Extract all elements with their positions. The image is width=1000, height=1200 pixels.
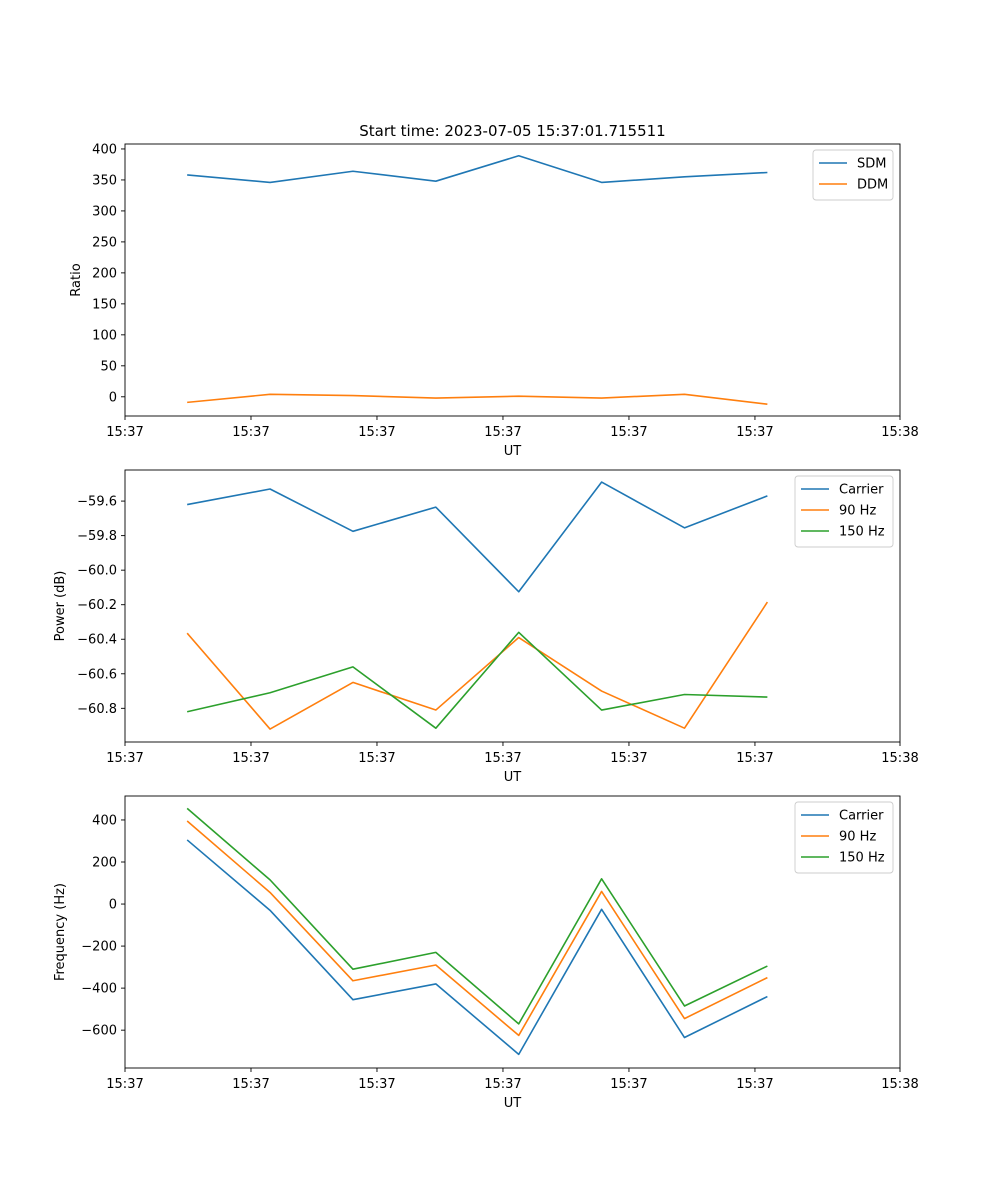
plot-frame — [124, 143, 901, 417]
chart-title: Start time: 2023-07-05 15:37:01.715511 — [359, 122, 665, 140]
y-tick-label: −59.6 — [77, 495, 117, 510]
series-line-sdm — [187, 154, 768, 184]
legend-label: 150 Hz — [839, 851, 885, 866]
x-tick-label: 15:38 — [881, 425, 918, 440]
x-tick-label: 15:37 — [106, 425, 143, 440]
y-tick-label: 400 — [92, 142, 117, 157]
series-line-carrier — [186, 839, 768, 1056]
x-tick-label: 15:37 — [610, 1077, 647, 1092]
x-tick-label: 15:37 — [736, 425, 773, 440]
y-tick-label: −60.2 — [77, 598, 117, 613]
y-tick-label: 250 — [92, 235, 117, 250]
legend: Carrier 90 Hz 150 Hz — [794, 475, 894, 548]
x-tick-label: 15:37 — [358, 751, 395, 766]
legend-label: Carrier — [839, 809, 884, 824]
x-tick-label: 15:37 — [610, 751, 647, 766]
x-tick-label: 15:37 — [106, 1077, 143, 1092]
y-tick-label: −59.8 — [77, 529, 117, 544]
legend: Carrier 90 Hz 150 Hz — [794, 801, 894, 874]
x-axis-label: UT — [504, 1096, 522, 1111]
legend-label: Carrier — [839, 483, 884, 498]
series-line-carrier — [187, 481, 768, 593]
legend: SDM DDM — [812, 149, 894, 201]
chart-panel-3: 15:37 15:37 15:37 15:37 15:37 15:37 15:38 UT −60… — [53, 795, 919, 1111]
series-line-90-hz — [186, 820, 768, 1037]
y-axis-label: Ratio — [69, 263, 84, 296]
y-tick-label: −60.6 — [77, 667, 117, 682]
y-axis-label: Frequency (Hz) — [53, 883, 68, 981]
legend-label: 90 Hz — [839, 830, 876, 845]
series-line-150-hz — [186, 631, 768, 729]
y-tick-label: 0 — [109, 390, 117, 405]
series-line-90-hz — [186, 601, 769, 730]
x-tick-label: 15:37 — [358, 425, 395, 440]
y-tick-label: 300 — [92, 204, 117, 219]
x-tick-label: 15:37 — [232, 425, 269, 440]
legend-label: 150 Hz — [839, 525, 885, 540]
x-axis-label: UT — [504, 444, 522, 459]
y-tick-label: 0 — [109, 898, 117, 913]
y-tick-label: −60.4 — [77, 633, 117, 648]
y-tick-label: 200 — [92, 856, 117, 871]
legend-label: SDM — [857, 157, 886, 172]
x-tick-label: 15:37 — [484, 751, 521, 766]
plot-area — [125, 796, 900, 1068]
legend-label: DDM — [857, 178, 888, 193]
x-tick-label: 15:37 — [736, 1077, 773, 1092]
y-tick-label: −600 — [81, 1024, 117, 1039]
x-tick-label: 15:38 — [881, 1077, 918, 1092]
x-tick-label: 15:37 — [610, 425, 647, 440]
x-tick-label: 15:38 — [881, 751, 918, 766]
y-tick-label: 50 — [100, 359, 117, 374]
y-tick-label: 150 — [92, 297, 117, 312]
series-line-ddm — [187, 393, 768, 406]
x-tick-label: 15:37 — [106, 751, 143, 766]
legend-label: 90 Hz — [839, 504, 876, 519]
legend-box — [794, 801, 894, 874]
x-tick-label: 15:37 — [232, 1077, 269, 1092]
y-tick-label: 200 — [92, 266, 117, 281]
y-tick-label: −400 — [81, 982, 117, 997]
y-tick-label: 400 — [92, 813, 117, 828]
y-tick-label: −60.8 — [77, 702, 117, 717]
plot-area — [125, 144, 900, 416]
y-tick-label: 350 — [92, 173, 117, 188]
plot-frame — [124, 795, 901, 1069]
y-axis-label: Power (dB) — [53, 571, 68, 642]
x-tick-label: 15:37 — [232, 751, 269, 766]
legend-box — [794, 475, 894, 548]
y-tick-label: −200 — [81, 940, 117, 955]
y-tick-label: −60.0 — [77, 564, 117, 579]
x-tick-label: 15:37 — [736, 751, 773, 766]
x-axis-label: UT — [504, 770, 522, 785]
chart-panel-2: 15:37 15:37 15:37 15:37 15:37 15:37 15:38 UT −60… — [53, 469, 919, 785]
x-tick-label: 15:37 — [358, 1077, 395, 1092]
y-tick-label: 100 — [92, 328, 117, 343]
x-tick-label: 15:37 — [484, 1077, 521, 1092]
plot-area — [125, 470, 900, 742]
series-line-150-hz — [186, 807, 768, 1025]
plot-frame — [124, 469, 901, 743]
x-tick-label: 15:37 — [484, 425, 521, 440]
chart-panel-1: Start time: 2023-07-05 15:37:01.715511 15… — [69, 122, 919, 459]
